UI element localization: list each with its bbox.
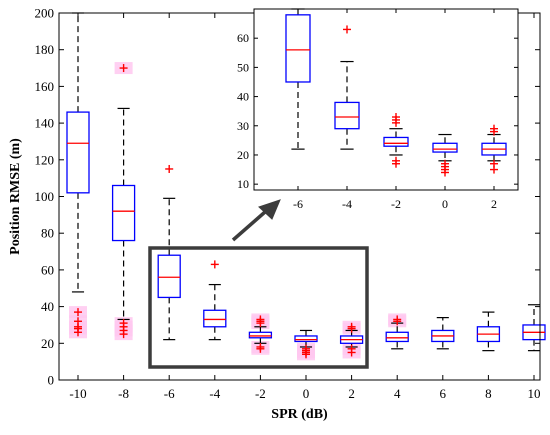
box-iqr bbox=[111, 184, 136, 242]
outlier-marker bbox=[210, 260, 219, 269]
x-tick-label: 6 bbox=[440, 386, 447, 401]
box--4 bbox=[334, 25, 360, 150]
outlier-marker bbox=[347, 348, 356, 357]
box--6 bbox=[157, 164, 181, 341]
x-axis-title: SPR (dB) bbox=[271, 407, 328, 422]
outlier-marker bbox=[74, 328, 82, 337]
outlier-marker bbox=[392, 113, 400, 122]
box-iqr bbox=[294, 335, 318, 343]
inset-y-tick-label: 40 bbox=[237, 90, 249, 104]
x-tick-label: 4 bbox=[394, 386, 401, 401]
box-0 bbox=[294, 329, 318, 359]
box-iqr bbox=[383, 136, 409, 147]
box-iqr bbox=[66, 111, 90, 194]
inset-background bbox=[253, 8, 519, 191]
inset-y-tick-label: 50 bbox=[237, 60, 249, 74]
box--4 bbox=[203, 260, 227, 341]
outlier-marker bbox=[343, 25, 351, 34]
box-iqr bbox=[157, 254, 181, 299]
y-tick-label: 20 bbox=[41, 336, 54, 351]
box-iqr bbox=[285, 14, 311, 83]
y-tick-label: 160 bbox=[35, 79, 55, 94]
inset-boxes-layer bbox=[285, 8, 507, 177]
x-tick-label: 8 bbox=[485, 386, 492, 401]
inset-y-tick-label: 30 bbox=[237, 119, 249, 133]
outlier-marker bbox=[392, 159, 400, 168]
y-tick-label: 60 bbox=[41, 262, 54, 277]
box-iqr bbox=[203, 309, 227, 328]
zoom-arrow bbox=[231, 210, 267, 242]
inset-y-tick-label: 10 bbox=[237, 177, 249, 191]
y-tick-label: 40 bbox=[41, 299, 54, 314]
box--2 bbox=[383, 113, 409, 168]
y-tick-label: 100 bbox=[35, 189, 55, 204]
inset-axes: 10 20 30 40 50 60 -6 -4 -2 0 2 bbox=[237, 9, 518, 211]
box--8 bbox=[111, 64, 136, 339]
box-8 bbox=[476, 311, 501, 352]
outlier-marker bbox=[393, 315, 402, 324]
box--10 bbox=[66, 12, 90, 337]
outlier-marker bbox=[256, 315, 265, 324]
outlier-marker bbox=[441, 168, 449, 177]
box-6 bbox=[431, 317, 455, 350]
box-4 bbox=[385, 315, 409, 350]
box-2 bbox=[339, 322, 364, 357]
box--2 bbox=[248, 315, 273, 353]
box-2 bbox=[481, 124, 507, 174]
box-iqr bbox=[385, 331, 409, 343]
inset-y-tick-label: 20 bbox=[237, 148, 249, 162]
inset-x-tick-label: -6 bbox=[293, 197, 303, 211]
outlier-marker bbox=[119, 330, 128, 339]
box-iqr bbox=[334, 101, 360, 130]
inset-x-tick-label: 0 bbox=[442, 197, 448, 211]
inset-x-tick-label: -2 bbox=[391, 197, 401, 211]
y-axis-title: Position RMSE (m) bbox=[8, 138, 23, 255]
outlier-marker bbox=[119, 64, 128, 73]
box-10 bbox=[522, 304, 546, 352]
y-tick-label: 0 bbox=[48, 373, 55, 388]
x-tick-label: 0 bbox=[303, 386, 310, 401]
outlier-marker bbox=[347, 324, 356, 333]
x-tick-label: -6 bbox=[164, 386, 175, 401]
outlier-marker bbox=[74, 308, 82, 317]
x-tick-label: 10 bbox=[528, 386, 541, 401]
inset-x-tick-label: 2 bbox=[491, 197, 497, 211]
inset-x-tick-label: -4 bbox=[342, 197, 352, 211]
x-tick-label: -10 bbox=[69, 386, 86, 401]
box-iqr bbox=[248, 331, 273, 339]
box--6 bbox=[285, 8, 311, 150]
outlier-marker bbox=[256, 344, 265, 353]
outlier-marker bbox=[490, 127, 498, 136]
zoom-region-frame bbox=[148, 246, 369, 369]
x-tick-label: -8 bbox=[118, 386, 129, 401]
x-tick-label: -4 bbox=[209, 386, 220, 401]
main-boxes-layer bbox=[66, 12, 546, 359]
x-tick-label: -2 bbox=[255, 386, 266, 401]
box-0 bbox=[432, 133, 458, 177]
y-tick-label: 200 bbox=[35, 6, 55, 21]
x-tick-label: 2 bbox=[348, 386, 355, 401]
y-tick-label: 80 bbox=[41, 226, 54, 241]
zoom-arrowhead bbox=[258, 199, 281, 220]
y-tick-label: 120 bbox=[35, 152, 55, 167]
outlier-marker bbox=[165, 164, 174, 173]
y-tick-label: 140 bbox=[35, 116, 55, 131]
inset-y-tick-label: 60 bbox=[237, 31, 249, 45]
outlier-marker bbox=[302, 350, 310, 359]
outlier-marker bbox=[490, 165, 498, 174]
y-tick-label: 180 bbox=[35, 42, 55, 57]
box-iqr bbox=[432, 142, 458, 153]
